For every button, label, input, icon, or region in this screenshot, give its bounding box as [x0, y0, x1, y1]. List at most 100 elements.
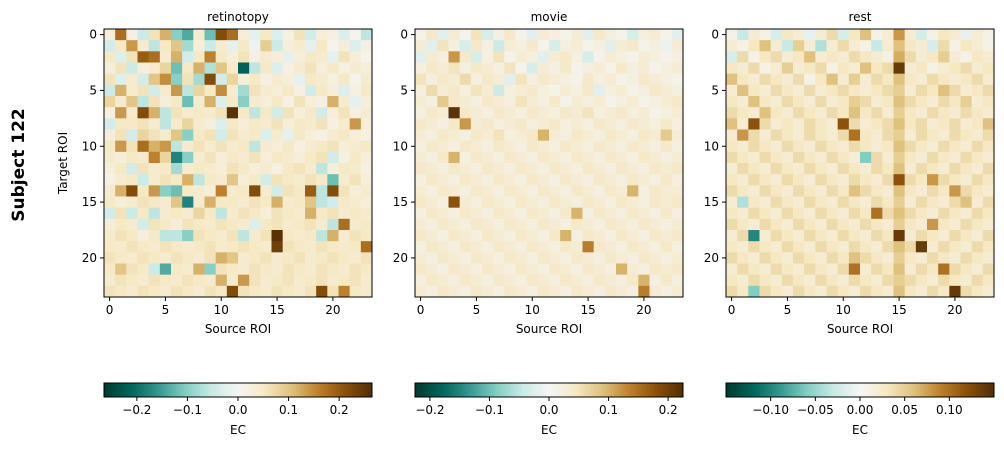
heatmap-cell [748, 129, 760, 142]
colorbar-segment [978, 383, 981, 397]
colorbar-segment [968, 383, 971, 397]
heatmap-cell [415, 218, 427, 231]
heatmap-cell [804, 151, 816, 164]
heatmap-cell [459, 73, 472, 86]
heatmap-cell [748, 241, 760, 253]
heatmap-cell [215, 151, 228, 164]
heatmap-cell [360, 118, 373, 130]
heatmap-cell [726, 73, 738, 86]
colorbar-segment [898, 383, 901, 397]
colorbar-segment [258, 383, 261, 397]
colorbar-segment [124, 383, 127, 397]
heatmap-cell [982, 107, 995, 119]
heatmap-cell [104, 218, 116, 231]
colorbar-segment [104, 383, 107, 397]
heatmap-cell [271, 218, 284, 231]
colorbar-segment [679, 383, 682, 397]
heatmap-cell [815, 96, 827, 108]
heatmap-cell [338, 174, 351, 186]
colorbar-segment [768, 383, 771, 397]
heatmap-cell [260, 263, 272, 276]
heatmap-cell [915, 129, 928, 142]
heatmap-cell [249, 207, 261, 220]
colorbar-segment [932, 383, 935, 397]
heatmap-cell [860, 196, 872, 209]
heatmap-cell [415, 129, 427, 142]
heatmap-cell [504, 151, 516, 164]
colorbar-segment [152, 383, 155, 397]
heatmap-cell [137, 107, 150, 119]
heatmap-cell [571, 107, 583, 119]
heatmap-cell [770, 29, 783, 41]
heatmap-cell [927, 196, 939, 209]
heatmap-cell [582, 29, 595, 41]
heatmap-cell [204, 263, 217, 276]
heatmap-cell [426, 252, 438, 264]
heatmap-cell [860, 263, 872, 276]
heatmap-cell [327, 163, 339, 175]
heatmap-cell [238, 96, 250, 108]
colorbar-segment [734, 383, 737, 397]
heatmap-cell [271, 185, 284, 197]
heatmap-cell [927, 62, 939, 75]
heatmap-cell [793, 40, 805, 52]
heatmap-cell [482, 51, 494, 63]
colorbar-segment [162, 383, 165, 397]
heatmap-cell [804, 263, 816, 276]
heatmap-cell [549, 174, 561, 186]
plot-frame [414, 28, 684, 298]
heatmap-cell [938, 163, 950, 175]
heatmap-cell [927, 151, 939, 164]
heatmap-cell [893, 252, 906, 264]
heatmap-cell [971, 29, 984, 41]
colorbar-segment [804, 383, 807, 397]
colorbar-segment [988, 383, 991, 397]
heatmap-cell [338, 163, 351, 175]
colorbar-segment [312, 383, 315, 397]
heatmap-cell [238, 230, 250, 242]
heatmap-cell [470, 196, 483, 209]
heatmap-cell [115, 218, 127, 231]
heatmap-cell [104, 274, 116, 287]
heatmap-cell [327, 252, 339, 264]
heatmap-cell [949, 118, 961, 130]
colorbar-segment [868, 383, 871, 397]
heatmap-cell [159, 285, 172, 298]
heatmap-cell [260, 230, 272, 242]
heatmap-cell [616, 241, 628, 253]
heatmap-cell [204, 107, 217, 119]
colorbar-segment [567, 383, 570, 397]
heatmap-cell [571, 174, 583, 186]
heatmap-cell [560, 274, 572, 287]
heatmap-cell [305, 252, 317, 264]
heatmap-cell [949, 241, 961, 253]
heatmap-cell [448, 241, 461, 253]
heatmap-cell [249, 252, 261, 264]
heatmap-cell [826, 185, 839, 197]
heatmap-cell [316, 230, 328, 242]
heatmap-cell [848, 207, 861, 220]
heatmap-cell [459, 118, 472, 130]
heatmap-cell [804, 274, 816, 287]
heatmap-cell [415, 107, 427, 119]
heatmap-cell [837, 40, 850, 52]
y-tick-label: 5 [89, 83, 97, 97]
heatmap-cell [515, 118, 528, 130]
colorbar-segment [288, 383, 291, 397]
heatmap-cell [571, 29, 583, 41]
heatmap-cell [238, 73, 250, 86]
heatmap-cell [437, 73, 449, 86]
heatmap-cell [515, 252, 528, 264]
heatmap-cell [482, 29, 494, 41]
heatmap-cell [204, 218, 217, 231]
heatmap-cell [238, 140, 250, 153]
colorbar-segment [260, 383, 263, 397]
heatmap-cell [982, 151, 995, 164]
heatmap-cell [649, 230, 662, 242]
colorbar-segment [330, 383, 333, 397]
colorbar-segment [577, 383, 580, 397]
heatmap-cell [549, 196, 561, 209]
heatmap-cell [459, 185, 472, 197]
colorbar-segment [338, 383, 341, 397]
colorbar-segment [364, 383, 367, 397]
